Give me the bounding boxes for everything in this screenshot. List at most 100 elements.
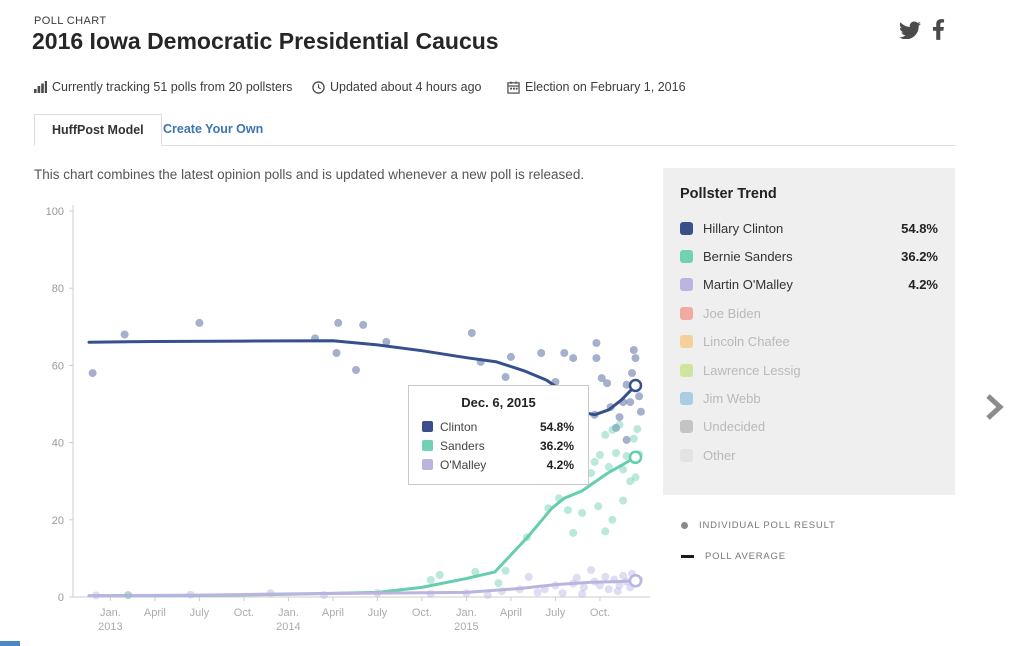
poll-point-hillary-clinton (88, 369, 97, 378)
poll-point-hillary-clinton (615, 413, 624, 422)
poll-point-hillary-clinton (636, 407, 645, 416)
poll-point-martin-o-malley (498, 587, 506, 596)
poll-point-hillary-clinton (569, 354, 578, 363)
legend-label: Jim Webb (703, 391, 761, 407)
legend-row-hillary-clinton[interactable]: Hillary Clinton 54.8% (680, 214, 938, 242)
chart-description: This chart combines the latest opinion p… (34, 167, 585, 182)
poll-point-martin-o-malley (572, 573, 581, 582)
poll-point-martin-o-malley (373, 589, 382, 598)
clock-icon (312, 80, 325, 94)
legend-row-bernie-sanders[interactable]: Bernie Sanders 36.2% (680, 242, 938, 270)
poll-point-martin-o-malley (540, 585, 549, 594)
poll-point-bernie-sanders (622, 452, 631, 461)
tooltip-row-sanders: Sanders 36.2% (409, 436, 588, 455)
x-tick-label: July (190, 607, 210, 619)
tab-create-your-own[interactable]: Create Your Own (163, 122, 264, 136)
facebook-icon[interactable] (932, 18, 945, 41)
poll-point-martin-o-malley (524, 572, 533, 581)
legend-row-lincoln-chafee[interactable]: Lincoln Chafee (680, 328, 938, 356)
poll-point-hillary-clinton (606, 403, 615, 412)
legend-label: Joe Biden (703, 305, 761, 321)
poll-point-hillary-clinton (334, 318, 343, 327)
poll-point-martin-o-malley (483, 591, 492, 600)
legend-row-undecided[interactable]: Undecided (680, 413, 938, 441)
next-chart-button[interactable] (984, 391, 1004, 428)
chevron-right-icon (986, 394, 1004, 420)
poll-point-bernie-sanders (633, 425, 642, 434)
poll-point-hillary-clinton (352, 366, 360, 374)
poll-point-hillary-clinton (631, 354, 640, 363)
poll-point-bernie-sanders (612, 449, 620, 457)
tab-huffpost-model[interactable]: HuffPost Model (34, 114, 162, 146)
tooltip-label: Sanders (440, 438, 485, 453)
legend-swatch (680, 221, 693, 235)
poll-point-martin-o-malley (533, 588, 542, 597)
meta-tracking: Currently tracking 51 polls from 20 poll… (34, 80, 292, 94)
poll-point-bernie-sanders (435, 571, 444, 579)
poll-point-hillary-clinton (612, 423, 620, 432)
poll-point-bernie-sanders (619, 496, 628, 505)
poll-point-bernie-sanders (590, 457, 599, 466)
legend-row-other[interactable]: Other (680, 441, 938, 469)
poll-point-hillary-clinton (590, 410, 599, 419)
poll-point-hillary-clinton (332, 349, 341, 357)
note-poll-average-label: POLL AVERAGE (705, 551, 786, 562)
y-tick-label: 20 (52, 515, 64, 527)
meta-election: Election on February 1, 2016 (507, 80, 686, 94)
poll-point-bernie-sanders (555, 494, 563, 503)
legend-row-joe-biden[interactable]: Joe Biden (680, 299, 938, 327)
poll-point-hillary-clinton (603, 379, 612, 388)
legend-row-lawrence-lessig[interactable]: Lawrence Lessig (680, 356, 938, 384)
meta-election-text: Election on February 1, 2016 (525, 80, 686, 94)
poll-point-bernie-sanders (594, 502, 603, 511)
poll-point-bernie-sanders (595, 451, 604, 459)
poll-point-bernie-sanders (522, 533, 531, 542)
x-tick-label: July (368, 607, 388, 619)
x-tick-label: Jan. (456, 607, 477, 619)
poll-point-bernie-sanders (501, 566, 510, 575)
x-tick-year: 2014 (276, 621, 300, 633)
poll-point-bernie-sanders (608, 515, 617, 524)
poll-point-bernie-sanders (601, 527, 610, 536)
poll-point-martin-o-malley (622, 577, 631, 586)
legend-label: Martin O'Malley (703, 277, 793, 293)
poll-point-hillary-clinton (622, 380, 631, 389)
x-tick-label: July (546, 607, 566, 619)
y-tick-label: 0 (58, 592, 64, 604)
poll-point-hillary-clinton (592, 339, 601, 347)
legend-row-martin-o-malley[interactable]: Martin O'Malley 4.2% (680, 271, 938, 299)
legend-swatch (680, 363, 693, 377)
poll-point-martin-o-malley (595, 581, 604, 590)
poll-point-martin-o-malley (426, 589, 435, 598)
twitter-icon[interactable] (899, 20, 921, 39)
poll-point-hillary-clinton (506, 352, 515, 361)
poll-point-hillary-clinton (382, 337, 391, 346)
poll-chart[interactable]: 0 20 40 60 80 100 Jan. 2013 April July Oct. Jan. 201… (0, 195, 680, 646)
poll-point-hillary-clinton (560, 349, 569, 357)
poll-point-bernie-sanders (124, 591, 133, 600)
trend-line-martin-o-malley (87, 579, 637, 598)
poll-point-martin-o-malley (92, 591, 101, 600)
poll-point-martin-o-malley (604, 585, 613, 594)
x-tick-year: 2015 (454, 621, 478, 633)
poll-point-martin-o-malley (610, 575, 619, 584)
poll-point-bernie-sanders (426, 576, 435, 584)
legend-row-jim-webb[interactable]: Jim Webb (680, 384, 938, 412)
social-share (899, 18, 945, 41)
trend-line-hillary-clinton (87, 339, 637, 417)
poll-point-hillary-clinton (626, 398, 635, 407)
note-individual-poll: INDIVIDUAL POLL RESULT (681, 520, 836, 531)
poll-point-bernie-sanders (604, 462, 613, 471)
poll-point-bernie-sanders (608, 425, 617, 434)
poll-point-hillary-clinton (537, 349, 546, 357)
legend-label: Undecided (703, 419, 766, 435)
poll-point-martin-o-malley (320, 591, 328, 600)
page-kicker: POLL CHART (34, 15, 107, 27)
poll-point-hillary-clinton (120, 330, 129, 339)
poll-point-hillary-clinton (597, 374, 606, 383)
tooltip-rows: Clinton 54.8% Sanders 36.2% O'Malley 4.2% (409, 417, 588, 474)
poll-point-bernie-sanders (569, 528, 578, 537)
legend-value: 4.2% (908, 277, 938, 293)
meta-updated-text: Updated about 4 hours ago (330, 80, 482, 94)
poll-point-martin-o-malley (186, 590, 195, 599)
